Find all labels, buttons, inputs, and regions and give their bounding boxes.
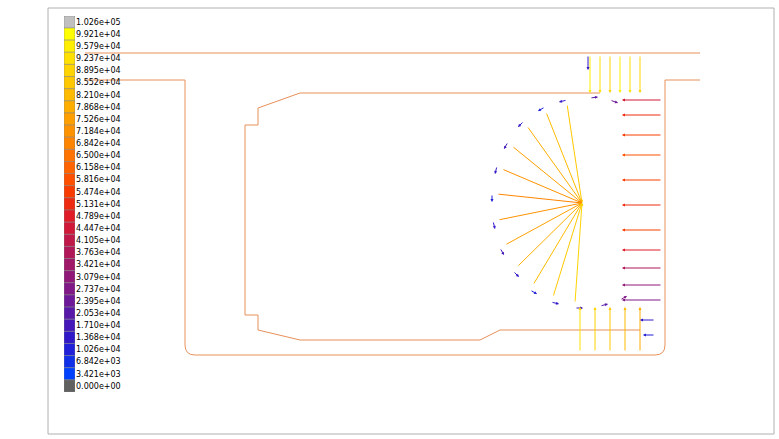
svg-text:7.184e+04: 7.184e+04 [76, 127, 121, 136]
svg-text:6.842e+03: 6.842e+03 [76, 357, 121, 366]
svg-text:3.763e+04: 3.763e+04 [76, 248, 121, 257]
svg-text:6.158e+04: 6.158e+04 [76, 163, 121, 172]
svg-text:2.395e+04: 2.395e+04 [76, 297, 121, 306]
svg-text:2.737e+04: 2.737e+04 [76, 285, 121, 294]
svg-text:9.921e+04: 9.921e+04 [76, 30, 121, 39]
svg-text:6.842e+04: 6.842e+04 [76, 139, 121, 148]
svg-text:6.500e+04: 6.500e+04 [76, 151, 121, 160]
svg-text:7.526e+04: 7.526e+04 [76, 115, 121, 124]
svg-text:3.421e+03: 3.421e+03 [76, 370, 121, 379]
svg-text:1.710e+04: 1.710e+04 [76, 321, 121, 330]
svg-text:0.000e+00: 0.000e+00 [76, 382, 121, 391]
svg-text:5.816e+04: 5.816e+04 [76, 175, 121, 184]
svg-text:8.210e+04: 8.210e+04 [76, 91, 121, 100]
svg-text:9.579e+04: 9.579e+04 [76, 42, 121, 51]
svg-text:5.474e+04: 5.474e+04 [76, 188, 121, 197]
svg-text:4.105e+04: 4.105e+04 [76, 236, 121, 245]
svg-text:1.026e+05: 1.026e+05 [76, 18, 121, 27]
svg-text:4.789e+04: 4.789e+04 [76, 212, 121, 221]
svg-text:8.552e+04: 8.552e+04 [76, 78, 121, 87]
svg-text:8.895e+04: 8.895e+04 [76, 66, 121, 75]
svg-text:3.079e+04: 3.079e+04 [76, 273, 121, 282]
svg-text:1.368e+04: 1.368e+04 [76, 333, 121, 342]
svg-text:5.131e+04: 5.131e+04 [76, 200, 121, 209]
svg-text:2.053e+04: 2.053e+04 [76, 309, 121, 318]
svg-text:1.026e+04: 1.026e+04 [76, 345, 121, 354]
svg-text:9.237e+04: 9.237e+04 [76, 54, 121, 63]
svg-text:3.421e+04: 3.421e+04 [76, 260, 121, 269]
svg-text:7.868e+04: 7.868e+04 [76, 103, 121, 112]
svg-text:4.447e+04: 4.447e+04 [76, 224, 121, 233]
